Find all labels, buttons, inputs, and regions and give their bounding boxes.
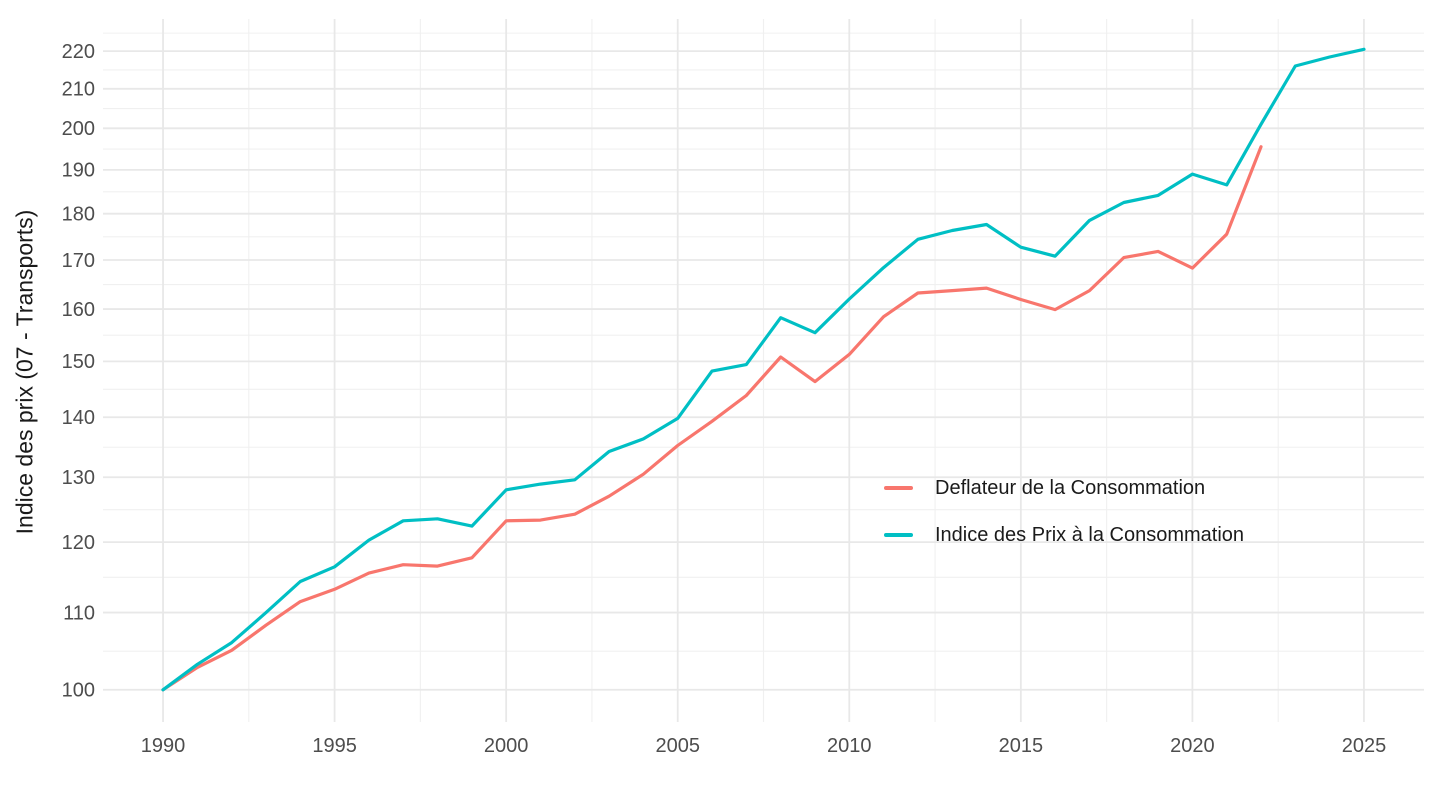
- y-axis-tick-label: 160: [62, 299, 95, 321]
- x-axis-tick-label: 2005: [655, 735, 700, 757]
- y-axis-tick-label: 180: [62, 203, 95, 225]
- legend-item-deflateur: Deflateur de la Consommation: [884, 476, 1244, 500]
- legend-key-line-ipc: [884, 533, 913, 537]
- legend-label-ipc: Indice des Prix à la Consommation: [935, 523, 1245, 546]
- y-axis-tick-label: 210: [62, 79, 95, 101]
- legend: Deflateur de la Consommation Indice des …: [884, 476, 1244, 547]
- y-axis-tick-label: 170: [62, 250, 95, 272]
- y-axis-tick-label: 100: [62, 680, 95, 702]
- series-line-deflateur: [161, 145, 1263, 692]
- x-axis-tick-label: 2015: [999, 735, 1044, 757]
- x-axis-tick-label: 2010: [827, 735, 872, 757]
- series-line-ipc: [161, 47, 1366, 692]
- y-axis-tick-label: 120: [62, 532, 95, 554]
- x-axis-tick-label: 2020: [1170, 735, 1215, 757]
- x-axis-tick-label: 1995: [312, 735, 357, 757]
- legend-key-line-deflateur: [884, 486, 913, 490]
- y-axis-tick-label: 150: [62, 351, 95, 373]
- y-axis-tick-label: 110: [63, 602, 95, 624]
- y-axis-tick-label: 140: [62, 407, 95, 429]
- y-axis-tick-label: 190: [62, 160, 95, 182]
- x-axis-tick-label: 2025: [1342, 735, 1387, 757]
- legend-label-deflateur: Deflateur de la Consommation: [935, 476, 1206, 499]
- x-axis-tick-label: 1990: [141, 735, 186, 757]
- y-axis-tick-label: 130: [62, 467, 95, 489]
- y-axis-tick-label: 220: [62, 41, 95, 63]
- y-axis-tick-label: 200: [62, 118, 95, 140]
- x-axis-tick-label: 2000: [484, 735, 529, 757]
- y-axis-title: Indice des prix (07 - Transports): [11, 209, 38, 535]
- legend-item-ipc: Indice des Prix à la Consommation: [884, 523, 1244, 547]
